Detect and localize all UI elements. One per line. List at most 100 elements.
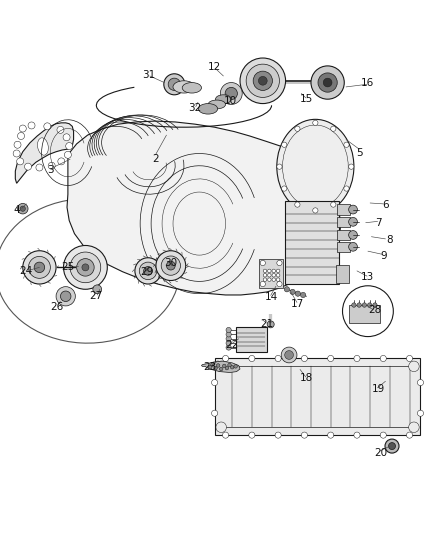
- Ellipse shape: [215, 95, 231, 103]
- Polygon shape: [15, 123, 74, 183]
- Circle shape: [323, 78, 332, 87]
- Circle shape: [263, 273, 267, 277]
- Circle shape: [349, 243, 357, 251]
- Circle shape: [219, 367, 223, 371]
- Circle shape: [17, 158, 24, 165]
- Text: 27: 27: [90, 291, 103, 301]
- Circle shape: [226, 336, 231, 342]
- Circle shape: [281, 347, 297, 363]
- Circle shape: [77, 259, 94, 276]
- Circle shape: [272, 269, 276, 273]
- Text: 30: 30: [164, 258, 177, 268]
- Circle shape: [344, 186, 349, 191]
- Circle shape: [240, 58, 286, 103]
- Text: 29: 29: [140, 266, 153, 277]
- Circle shape: [166, 261, 175, 270]
- Text: 28: 28: [368, 305, 381, 316]
- Text: 23: 23: [204, 362, 217, 372]
- Circle shape: [19, 125, 26, 132]
- Circle shape: [220, 83, 242, 104]
- Circle shape: [56, 287, 75, 306]
- Circle shape: [263, 269, 267, 273]
- Circle shape: [354, 356, 360, 361]
- Bar: [259, 259, 283, 288]
- Circle shape: [20, 206, 25, 211]
- Circle shape: [313, 208, 318, 213]
- Bar: [337, 241, 350, 252]
- Text: 22: 22: [226, 341, 239, 350]
- Circle shape: [276, 278, 280, 281]
- Circle shape: [352, 303, 356, 307]
- Circle shape: [272, 273, 276, 277]
- Circle shape: [14, 141, 21, 148]
- Circle shape: [223, 364, 226, 368]
- Circle shape: [82, 264, 89, 271]
- Circle shape: [301, 356, 307, 361]
- Circle shape: [349, 217, 357, 226]
- Circle shape: [249, 432, 255, 438]
- Circle shape: [212, 410, 218, 416]
- Ellipse shape: [38, 138, 48, 155]
- Circle shape: [409, 422, 419, 432]
- Circle shape: [253, 71, 272, 91]
- Circle shape: [18, 133, 25, 140]
- Circle shape: [276, 273, 280, 277]
- Text: 32: 32: [188, 103, 201, 113]
- Text: 9: 9: [380, 251, 387, 261]
- Circle shape: [226, 327, 231, 333]
- Circle shape: [268, 269, 271, 273]
- Text: 16: 16: [361, 77, 374, 87]
- Circle shape: [277, 260, 282, 265]
- Circle shape: [282, 186, 287, 191]
- Circle shape: [70, 252, 101, 282]
- Polygon shape: [75, 251, 94, 284]
- Circle shape: [349, 205, 357, 214]
- Polygon shape: [67, 121, 341, 295]
- Circle shape: [246, 64, 279, 98]
- Circle shape: [406, 356, 413, 361]
- Circle shape: [417, 410, 424, 416]
- Circle shape: [276, 269, 280, 273]
- Circle shape: [93, 285, 102, 294]
- Text: 10: 10: [223, 96, 237, 106]
- Circle shape: [64, 246, 107, 289]
- Circle shape: [225, 366, 229, 370]
- Circle shape: [295, 291, 300, 296]
- Circle shape: [318, 73, 337, 92]
- Circle shape: [57, 126, 64, 133]
- Circle shape: [164, 74, 185, 95]
- Circle shape: [214, 366, 217, 370]
- Bar: [215, 359, 420, 435]
- Circle shape: [389, 442, 396, 449]
- Bar: [349, 305, 380, 322]
- Circle shape: [328, 356, 334, 361]
- Circle shape: [373, 303, 377, 307]
- Circle shape: [48, 162, 55, 169]
- Circle shape: [28, 122, 35, 129]
- Text: 26: 26: [50, 302, 64, 312]
- Circle shape: [225, 87, 237, 100]
- Circle shape: [258, 76, 267, 85]
- Circle shape: [234, 365, 237, 368]
- Text: 8: 8: [386, 235, 393, 245]
- Circle shape: [223, 356, 229, 361]
- Circle shape: [290, 289, 295, 295]
- Text: 19: 19: [372, 384, 385, 394]
- Circle shape: [144, 266, 152, 275]
- Circle shape: [277, 281, 282, 287]
- Circle shape: [18, 204, 28, 214]
- Circle shape: [135, 258, 161, 284]
- Circle shape: [385, 439, 399, 453]
- Circle shape: [260, 260, 265, 265]
- Text: 7: 7: [375, 217, 382, 228]
- Bar: [336, 265, 349, 283]
- Text: 21: 21: [261, 319, 274, 329]
- Circle shape: [331, 126, 336, 131]
- Circle shape: [216, 361, 226, 372]
- Circle shape: [367, 303, 372, 307]
- Circle shape: [66, 142, 73, 150]
- Circle shape: [380, 432, 386, 438]
- Circle shape: [268, 278, 271, 281]
- Circle shape: [230, 366, 234, 369]
- Circle shape: [275, 356, 281, 361]
